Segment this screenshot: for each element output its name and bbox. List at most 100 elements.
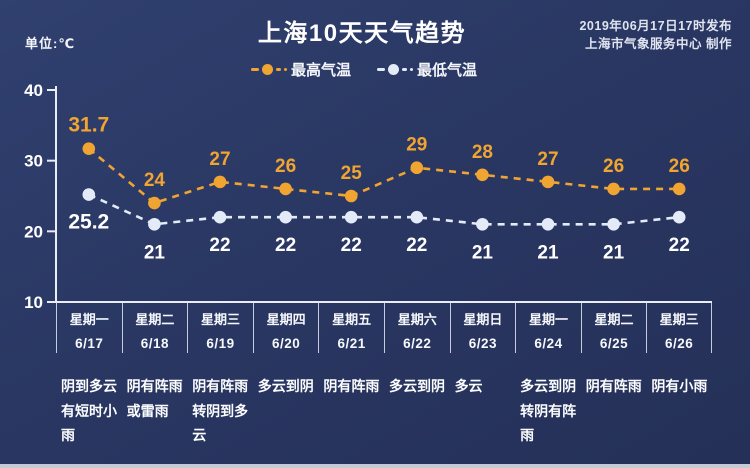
weather-description: 阴有小雨 [651, 378, 708, 394]
low-temp-point [82, 188, 96, 201]
low-temp-point [410, 210, 424, 224]
date-label: 6/17 [75, 336, 104, 351]
forecast-column: 星期一 6/17 阴到多云有短时小雨 [56, 302, 122, 448]
forecast-column: 星期五 6/21 阴有阵雨 [318, 302, 384, 448]
day-date-cell: 星期六 6/22 [383, 302, 450, 353]
high-temp-point [82, 142, 96, 155]
publish-info: 2019年06月17日17时发布 上海市气象服务中心 制作 [579, 17, 732, 53]
high-temp-line [87, 147, 680, 205]
high-temp-value-label: 26 [669, 156, 690, 177]
date-label: 6/22 [403, 336, 432, 351]
low-temp-value-label: 22 [406, 235, 427, 256]
weekday-label: 星期二 [135, 312, 175, 327]
weather-description: 多云 [454, 378, 483, 394]
high-temp-point [476, 168, 489, 182]
forecast-column: 星期一 6/24 多云到阴转阴有阵雨 [515, 302, 581, 448]
weekday-label: 星期三 [659, 312, 699, 327]
low-temp-point [344, 210, 358, 224]
legend-item-high: 最高气温 [251, 59, 351, 80]
high-temp-value-label: 26 [603, 156, 624, 177]
date-label: 6/21 [337, 336, 366, 351]
low-temp-value-label: 21 [537, 242, 559, 263]
day-date-cell: 星期四 6/20 [252, 302, 319, 353]
high-temp-value-label: 27 [537, 149, 558, 170]
low-temp-point [148, 217, 161, 231]
high-temp-point [344, 189, 358, 203]
date-label: 6/20 [271, 336, 301, 351]
low-temp-point [476, 217, 489, 231]
chart-title: 上海10天天气趋势 [257, 20, 467, 47]
high-temp-value-label: 31.7 [68, 114, 109, 137]
forecast-column: 星期二 6/25 阴有阵雨 [580, 302, 647, 448]
weather-description: 阴有阵雨或雷雨 [126, 378, 183, 419]
date-label: 6/23 [468, 336, 497, 351]
high-temp-value-label: 29 [406, 135, 427, 156]
weekday-label: 星期二 [594, 312, 634, 327]
weather-description: 阴有阵雨 [323, 378, 380, 394]
y-axis-tick-label: 20 [24, 222, 43, 241]
high-temp-value-label: 25 [341, 163, 363, 184]
forecast-column: 星期四 6/20 多云到阴 [252, 302, 319, 448]
weather-description: 阴有阵雨 [585, 378, 642, 394]
weather-description: 阴到多云有短时小雨 [61, 378, 117, 443]
high-temp-point [279, 182, 292, 196]
date-label: 6/19 [206, 336, 235, 351]
forecast-column: 星期二 6/18 阴有阵雨或雷雨 [121, 302, 188, 448]
high-temp-point [410, 161, 424, 175]
weekday-label: 星期三 [200, 312, 240, 327]
high-temp-point [148, 196, 161, 210]
date-label: 6/25 [599, 336, 629, 351]
low-temp-point [213, 210, 227, 224]
low-temp-point [279, 210, 292, 224]
low-temp-point [607, 217, 620, 231]
day-date-cell: 星期五 6/21 [318, 302, 384, 353]
publisher-credit: 上海市气象服务中心 制作 [585, 37, 732, 51]
legend-label-low: 最低气温 [417, 62, 478, 79]
forecast-table: 星期一 6/17 阴到多云有短时小雨 星期二 6/18 阴有阵雨或雷雨 星期三 6/19 阴有阵… [56, 302, 714, 448]
low-temp-line [88, 193, 680, 226]
low-temp-value-label: 25.2 [68, 211, 109, 234]
day-date-cell: 星期二 6/25 [580, 302, 647, 353]
weather-description: 多云到阴 [388, 378, 445, 394]
weather-description: 阴有阵雨转阴到多云 [192, 378, 249, 443]
high-temp-value-label: 27 [209, 149, 230, 170]
y-axis-tick-label: 30 [24, 152, 43, 171]
low-temp-value-label: 22 [275, 235, 296, 256]
date-label: 6/18 [140, 336, 170, 351]
date-label: 6/26 [665, 336, 694, 351]
high-temp-point [213, 175, 227, 189]
weekday-label: 星期四 [266, 312, 306, 327]
low-temp-marker-icon [377, 64, 414, 75]
low-temp-value-label: 21 [603, 242, 625, 263]
y-axis-tick-label: 10 [24, 293, 43, 312]
y-axis-tick-label: 40 [24, 81, 43, 100]
weekday-label: 星期五 [332, 312, 372, 327]
forecast-column: 星期三 6/19 阴有阵雨转阴到多云 [187, 302, 253, 448]
legend-label-high: 最高气温 [291, 62, 352, 79]
date-label: 6/24 [534, 336, 563, 351]
legend-item-low: 最低气温 [377, 59, 477, 80]
low-temp-value-label: 22 [669, 235, 690, 256]
day-date-cell: 星期三 6/26 [646, 302, 712, 353]
high-temp-point [607, 182, 620, 196]
weekday-label: 星期一 [69, 312, 109, 327]
high-temp-point [541, 175, 555, 189]
high-temp-value-label: 26 [275, 156, 296, 177]
forecast-column: 星期六 6/22 多云到阴 [383, 302, 450, 448]
video-frame-edge [0, 464, 750, 468]
high-temp-marker-icon [251, 64, 287, 75]
low-temp-value-label: 21 [472, 242, 494, 263]
day-date-cell: 星期二 6/18 [121, 302, 188, 353]
low-temp-value-label: 22 [209, 235, 230, 256]
forecast-column: 星期日 6/23 多云 [449, 302, 516, 448]
day-date-cell: 星期三 6/19 [187, 302, 253, 353]
unit-label: 单位:℃ [25, 36, 76, 51]
day-date-cell: 星期一 6/17 [56, 302, 122, 353]
low-temp-value-label: 22 [341, 235, 362, 256]
weekday-label: 星期日 [463, 312, 503, 327]
low-temp-point [541, 217, 555, 231]
weekday-label: 星期六 [397, 312, 437, 327]
high-temp-value-label: 28 [472, 142, 493, 163]
